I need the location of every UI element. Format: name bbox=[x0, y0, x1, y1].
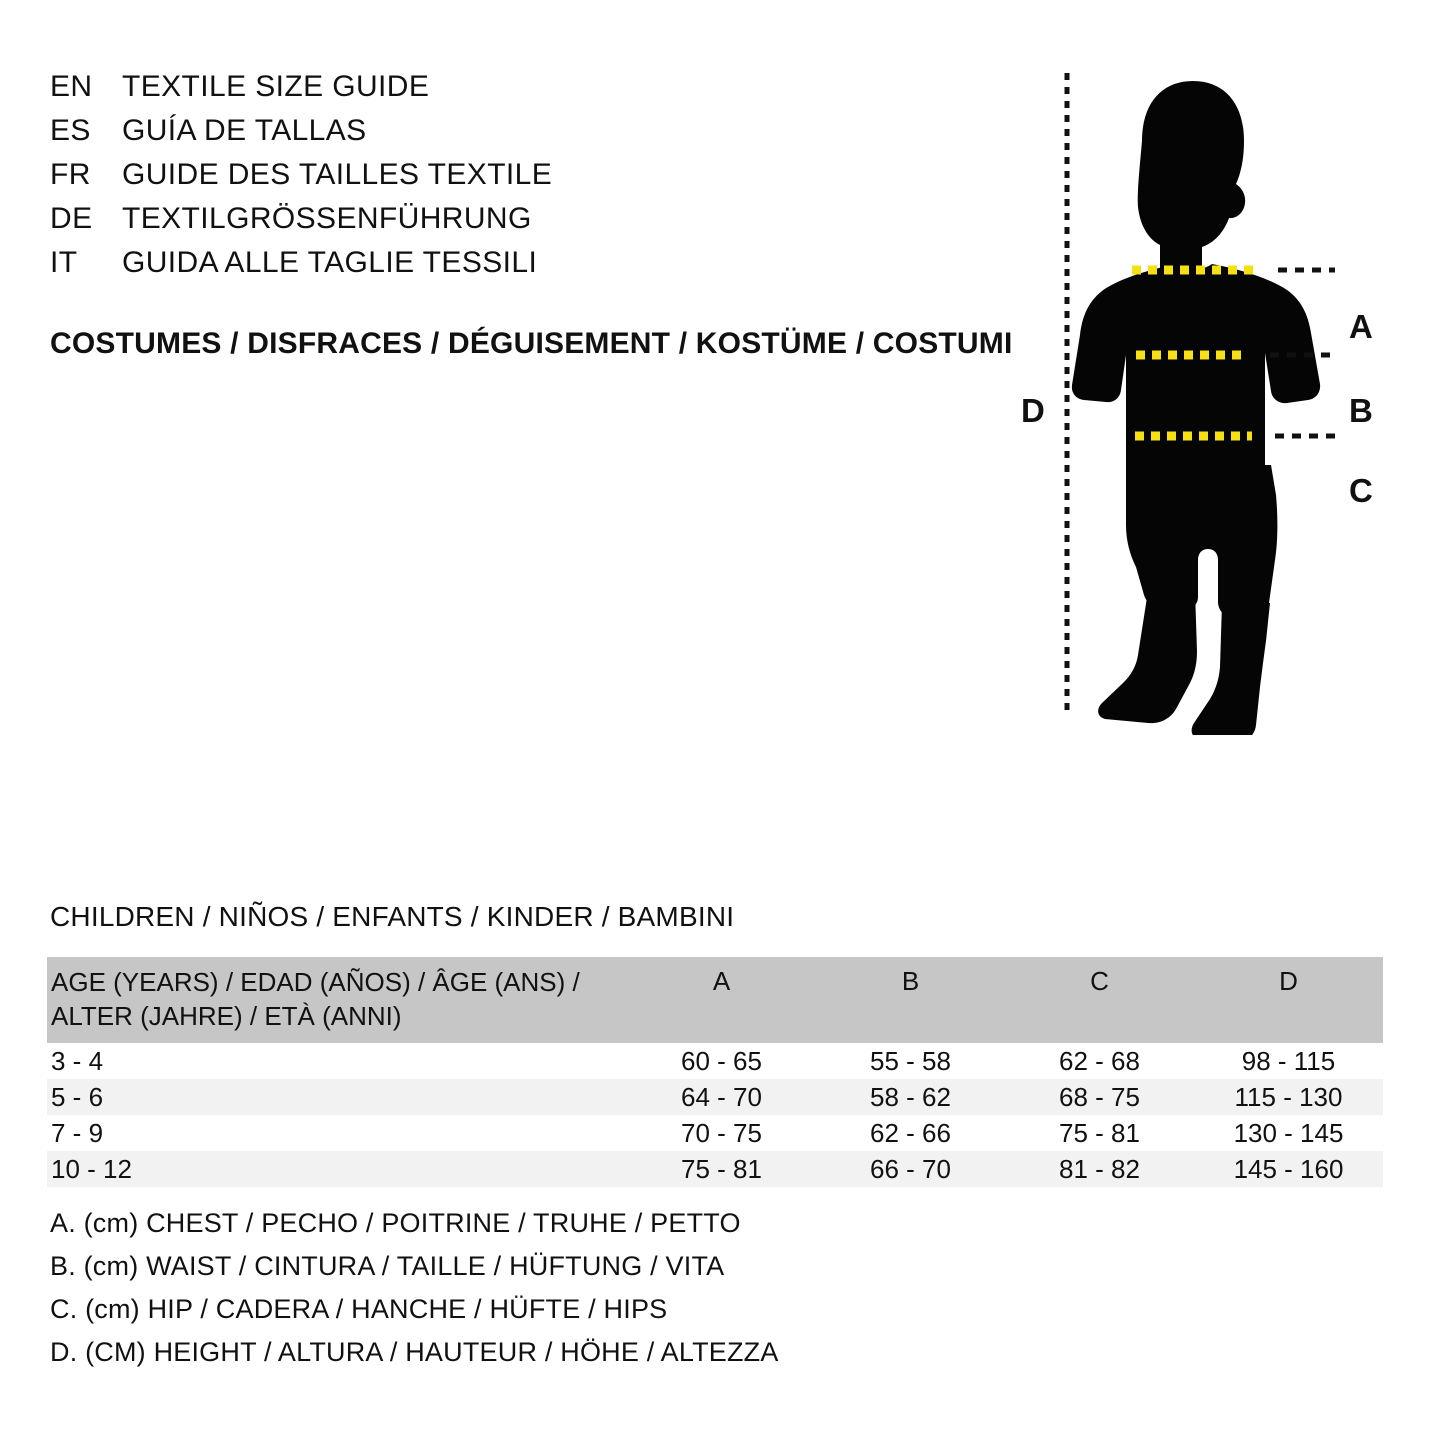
cell-chest: 60 - 65 bbox=[627, 1042, 816, 1079]
language-code-de: DE bbox=[50, 202, 93, 235]
dimension-label-d: D bbox=[1021, 392, 1045, 429]
dimension-label-a: A bbox=[1349, 308, 1373, 345]
language-code-fr: FR bbox=[50, 158, 91, 191]
language-row-it: IT GUIDA ALLE TAGLIE TESSILI bbox=[50, 246, 950, 290]
table-row: 10 - 12 75 - 81 66 - 70 81 - 82 145 - 16… bbox=[47, 1150, 1383, 1187]
cell-waist: 58 - 62 bbox=[816, 1078, 1005, 1115]
legend-item-b: B. (cm) WAIST / CINTURA / TAILLE / HÜFTU… bbox=[50, 1251, 725, 1281]
language-text-es: GUÍA DE TALLAS bbox=[122, 114, 367, 147]
language-code-it: IT bbox=[50, 246, 78, 279]
category-title: COSTUMES / DISFRACES / DÉGUISEMENT / KOS… bbox=[50, 327, 1013, 360]
cell-waist: 66 - 70 bbox=[816, 1150, 1005, 1187]
language-row-fr: FR GUIDE DES TAILLES TEXTILE bbox=[50, 158, 950, 202]
cell-height: 98 - 115 bbox=[1194, 1042, 1383, 1079]
legend-item-c: C. (cm) HIP / CADERA / HANCHE / HÜFTE / … bbox=[50, 1294, 668, 1324]
table-row: 7 - 9 70 - 75 62 - 66 75 - 81 130 - 145 bbox=[47, 1114, 1383, 1151]
cell-age: 3 - 4 bbox=[47, 1042, 627, 1079]
legend-item-d: D. (CM) HEIGHT / ALTURA / HAUTEUR / HÖHE… bbox=[50, 1337, 779, 1367]
language-text-it: GUIDA ALLE TAGLIE TESSILI bbox=[122, 246, 538, 279]
cell-height: 145 - 160 bbox=[1194, 1150, 1383, 1187]
dimension-label-c: C bbox=[1349, 472, 1373, 509]
language-header-block: EN TEXTILE SIZE GUIDE ES GUÍA DE TALLAS … bbox=[50, 70, 950, 290]
child-silhouette-svg bbox=[1064, 73, 1335, 735]
language-row-es: ES GUÍA DE TALLAS bbox=[50, 114, 950, 158]
size-table-header: AGE (YEARS) / EDAD (AÑOS) / ÂGE (ANS) / … bbox=[47, 957, 1383, 1043]
column-header-age-line1: AGE (YEARS) / EDAD (AÑOS) / ÂGE (ANS) / bbox=[51, 967, 580, 997]
child-silhouette-shape bbox=[1071, 81, 1321, 735]
section-heading-children: CHILDREN / NIÑOS / ENFANTS / KINDER / BA… bbox=[50, 901, 735, 932]
cell-chest: 70 - 75 bbox=[627, 1114, 816, 1151]
table-header-row: AGE (YEARS) / EDAD (AÑOS) / ÂGE (ANS) / … bbox=[47, 957, 1383, 1043]
measurement-diagram: A B C D bbox=[990, 55, 1410, 735]
column-header-b: B bbox=[816, 957, 1005, 1043]
language-text-fr: GUIDE DES TAILLES TEXTILE bbox=[122, 158, 553, 191]
column-header-age-line2: ALTER (JAHRE) / ETÀ (ANNI) bbox=[51, 1000, 402, 1031]
cell-hip: 62 - 68 bbox=[1005, 1042, 1194, 1079]
language-text-en: TEXTILE SIZE GUIDE bbox=[122, 70, 430, 103]
cell-height: 130 - 145 bbox=[1194, 1114, 1383, 1151]
table-row: 3 - 4 60 - 65 55 - 58 62 - 68 98 - 115 bbox=[47, 1042, 1383, 1079]
size-table: AGE (YEARS) / EDAD (AÑOS) / ÂGE (ANS) / … bbox=[47, 957, 1383, 1187]
cell-waist: 55 - 58 bbox=[816, 1042, 1005, 1079]
dimension-label-b: B bbox=[1349, 392, 1373, 429]
column-header-age: AGE (YEARS) / EDAD (AÑOS) / ÂGE (ANS) / … bbox=[47, 957, 627, 1043]
cell-chest: 75 - 81 bbox=[627, 1150, 816, 1187]
language-code-en: EN bbox=[50, 70, 93, 103]
measurement-legend: A. (cm) CHEST / PECHO / POITRINE / TRUHE… bbox=[50, 1202, 950, 1374]
cell-chest: 64 - 70 bbox=[627, 1078, 816, 1115]
table-row: 5 - 6 64 - 70 58 - 62 68 - 75 115 - 130 bbox=[47, 1078, 1383, 1115]
cell-age: 5 - 6 bbox=[47, 1078, 627, 1115]
column-header-d: D bbox=[1194, 957, 1383, 1043]
language-text-de: TEXTILGRÖSSENFÜHRUNG bbox=[122, 202, 532, 235]
cell-hip: 68 - 75 bbox=[1005, 1078, 1194, 1115]
legend-item-a: A. (cm) CHEST / PECHO / POITRINE / TRUHE… bbox=[50, 1208, 741, 1238]
language-row-de: DE TEXTILGRÖSSENFÜHRUNG bbox=[50, 202, 950, 246]
cell-age: 10 - 12 bbox=[47, 1150, 627, 1187]
cell-hip: 81 - 82 bbox=[1005, 1150, 1194, 1187]
column-header-c: C bbox=[1005, 957, 1194, 1043]
cell-age: 7 - 9 bbox=[47, 1114, 627, 1151]
language-code-es: ES bbox=[50, 114, 91, 147]
cell-hip: 75 - 81 bbox=[1005, 1114, 1194, 1151]
size-table-body: 3 - 4 60 - 65 55 - 58 62 - 68 98 - 115 5… bbox=[47, 1042, 1383, 1187]
language-row-en: EN TEXTILE SIZE GUIDE bbox=[50, 70, 950, 114]
cell-waist: 62 - 66 bbox=[816, 1114, 1005, 1151]
column-header-a: A bbox=[627, 957, 816, 1043]
cell-height: 115 - 130 bbox=[1194, 1078, 1383, 1115]
